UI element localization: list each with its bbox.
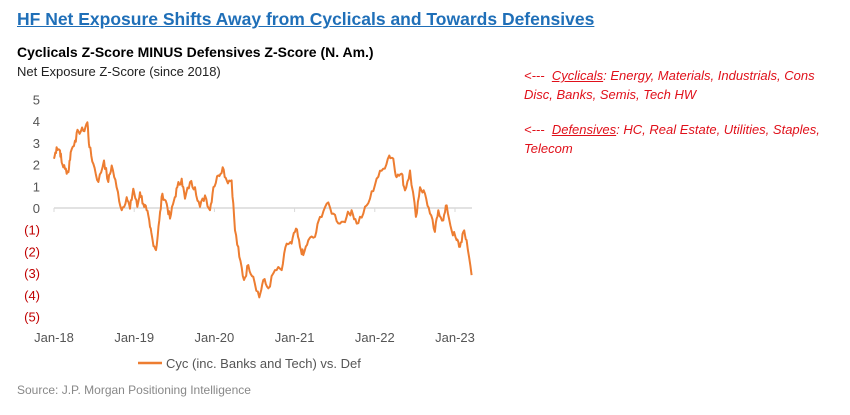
- y-tick-label: 0: [33, 201, 40, 216]
- page-title: HF Net Exposure Shifts Away from Cyclica…: [17, 9, 595, 29]
- note-defensives: <--- Defensives: HC, Real Estate, Utilit…: [524, 120, 844, 158]
- arrow-text: <---: [524, 122, 545, 137]
- x-tick-label: Jan-18: [34, 330, 74, 345]
- note-cyclicals: <--- Cyclicals: Energy, Materials, Indus…: [524, 66, 844, 104]
- y-tick-label: (1): [24, 223, 40, 238]
- legend-label: Cyc (inc. Banks and Tech) vs. Def: [166, 356, 361, 371]
- source-note: Source: J.P. Morgan Positioning Intellig…: [17, 383, 251, 397]
- note-term: Defensives: [551, 122, 617, 137]
- y-tick-label: 1: [33, 179, 40, 194]
- y-tick-label: (2): [24, 244, 40, 259]
- y-tick-label: (3): [24, 266, 40, 281]
- y-tick-label: (4): [24, 288, 40, 303]
- y-tick-label: 3: [33, 136, 40, 151]
- series-line-cyc-vs-def: [53, 121, 473, 299]
- x-tick-label: Jan-21: [275, 330, 315, 345]
- x-tick-label: Jan-23: [435, 330, 475, 345]
- y-axis-label: Net Exposure Z-Score (since 2018): [17, 64, 221, 79]
- y-tick-label: 2: [33, 158, 40, 173]
- x-tick-label: Jan-22: [355, 330, 395, 345]
- note-term: Cyclicals: [551, 68, 604, 83]
- note-text: : HC, Real Estate, Utilities, Staples, T…: [524, 122, 820, 156]
- x-tick-label: Jan-19: [114, 330, 154, 345]
- note-text: : Energy, Materials, Industrials, Cons D…: [524, 68, 815, 102]
- y-tick-label: (5): [24, 310, 40, 325]
- arrow-text: <---: [524, 68, 545, 83]
- chart-title: Cyclicals Z-Score MINUS Defensives Z-Sco…: [17, 44, 374, 60]
- annotation-notes: <--- Cyclicals: Energy, Materials, Indus…: [524, 66, 844, 174]
- x-tick-label: Jan-20: [195, 330, 235, 345]
- y-tick-label: 4: [33, 114, 40, 129]
- y-tick-label: 5: [33, 93, 40, 108]
